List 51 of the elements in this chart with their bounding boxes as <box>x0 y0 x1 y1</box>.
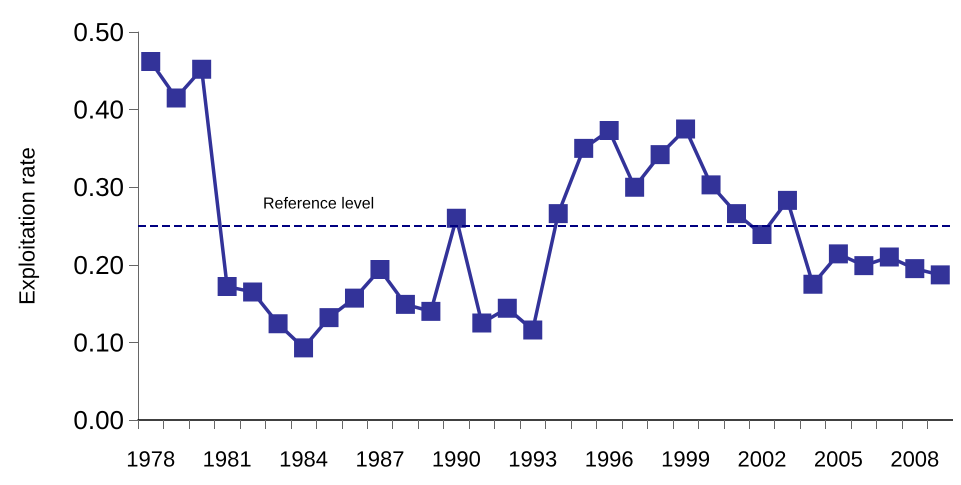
x-tick-label: 1978 <box>126 446 176 472</box>
point <box>320 308 339 328</box>
y-tick-label: 0.50 <box>73 17 124 47</box>
point <box>218 277 237 296</box>
point <box>166 88 186 108</box>
x-tick-label: 1987 <box>355 446 404 472</box>
x-tick-label: 2002 <box>738 446 786 472</box>
ref-line-label: Reference level <box>263 196 374 212</box>
y-axis-title: Exploitation rate <box>14 147 40 305</box>
point <box>727 204 746 224</box>
x-tick-label: 1993 <box>508 446 558 472</box>
point <box>702 175 721 194</box>
point <box>268 314 288 334</box>
point <box>625 178 644 197</box>
point <box>294 338 314 358</box>
x-tick-label: 1984 <box>279 446 328 472</box>
point <box>523 320 542 340</box>
point <box>600 121 619 140</box>
y-tick-label: 0.20 <box>73 250 124 280</box>
x-tick-label: 1990 <box>432 446 481 472</box>
point <box>472 314 492 332</box>
point <box>396 294 415 314</box>
point <box>828 244 848 264</box>
point <box>778 190 797 210</box>
point <box>905 259 924 278</box>
point <box>854 256 874 276</box>
point <box>243 282 262 302</box>
point <box>676 120 696 138</box>
y-tick-label: 0.40 <box>73 94 124 125</box>
x-tick-label: 1999 <box>661 446 710 472</box>
point <box>192 60 212 79</box>
point <box>574 138 594 158</box>
point <box>930 265 950 284</box>
point <box>803 274 822 294</box>
x-tick-label: 2008 <box>890 446 940 472</box>
point <box>752 225 772 244</box>
point <box>370 260 390 279</box>
point <box>498 298 517 318</box>
x-tick-label: 2005 <box>814 446 863 472</box>
point <box>446 208 466 228</box>
point <box>548 204 568 224</box>
y-tick-label: 0.10 <box>73 327 124 358</box>
x-tick-label: 1996 <box>584 446 634 472</box>
point <box>344 288 364 308</box>
x-tick-label: 1981 <box>202 446 252 472</box>
point <box>421 302 440 321</box>
point <box>141 52 160 71</box>
y-tick-label: 0.30 <box>73 172 124 202</box>
y-tick-label: 0.00 <box>73 405 124 435</box>
point <box>650 145 670 164</box>
point <box>880 248 899 267</box>
